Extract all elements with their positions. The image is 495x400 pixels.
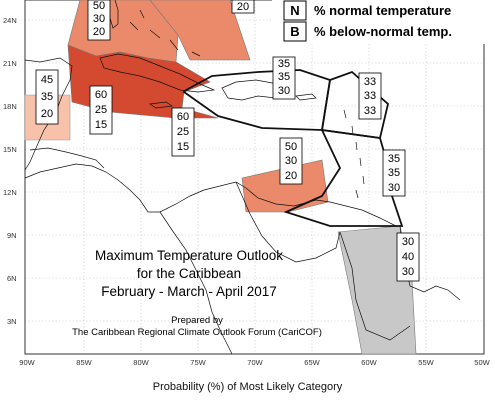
prob-box-guianas: 30 40 30	[396, 232, 420, 282]
prob-value: 33	[364, 105, 376, 117]
prob-box-central-america-north: 45 35 20	[35, 69, 59, 125]
prob-value: 60	[177, 111, 189, 123]
coastlines	[24, 0, 461, 355]
lat-label: 21N	[3, 59, 17, 68]
longitude-labels: 90W 85W 80W 75W 70W 65W 60W 55W 50W	[19, 358, 490, 367]
prob-box-leeward-islands: 33 33 33	[358, 72, 382, 120]
forecast-regions	[24, 0, 417, 355]
prob-value: 35	[278, 58, 290, 70]
lesser-antilles	[343, 109, 365, 199]
prob-box-greater-antilles-east: 35 35 30	[272, 56, 296, 100]
legend-text-normal: % normal temperature	[314, 3, 451, 18]
legend-key-normal: N	[290, 3, 299, 18]
footer-caption: Probability (%) of Most Likely Category	[152, 381, 343, 393]
prob-value: 40	[402, 251, 414, 263]
credit-line-1: Prepared by	[171, 315, 223, 326]
prob-value: 30	[402, 266, 414, 278]
lon-label: 80W	[133, 358, 149, 367]
prob-box-turks-caicos: 20	[231, 0, 255, 14]
title-line-1: Maximum Temperature Outlook	[95, 248, 283, 263]
lon-label: 85W	[76, 358, 92, 367]
prob-value: 20	[41, 108, 53, 120]
legend-key-normal-box	[283, 0, 307, 21]
zone-windward-islands	[283, 128, 404, 227]
lon-label: 55W	[418, 358, 434, 367]
lon-label: 75W	[190, 358, 206, 367]
prob-value: 30	[285, 155, 297, 167]
legend: N % normal temperature B % below-normal …	[272, 0, 495, 44]
lon-label: 90W	[19, 358, 35, 367]
puerto-rico-coast	[295, 93, 317, 101]
lat-label: 12N	[3, 188, 17, 197]
map-frame	[24, 0, 485, 355]
prob-value: 35	[41, 91, 53, 103]
title-line-2: for the Caribbean	[137, 266, 241, 281]
prob-box-southern-caribbean: 50 30 20	[279, 137, 303, 185]
colombia-interior	[159, 211, 233, 355]
prob-value: 20	[285, 170, 297, 182]
prob-value: 15	[177, 141, 189, 153]
prob-value: 25	[177, 126, 189, 138]
legend-text-below: % below-normal temp.	[314, 24, 452, 39]
prob-value: 30	[388, 182, 400, 194]
lat-label: 6N	[7, 274, 17, 283]
map-title: Maximum Temperature Outlook for the Cari…	[95, 248, 283, 299]
bahamas-islands	[129, 9, 201, 57]
prob-value: 15	[95, 119, 107, 131]
prob-value: 35	[388, 153, 400, 165]
prob-value: 50	[285, 141, 297, 153]
lon-label: 70W	[247, 358, 263, 367]
prob-box-jamaica-channel: 60 25 15	[171, 107, 195, 157]
prob-value: 35	[388, 167, 400, 179]
zone-greater-antilles-east	[182, 69, 332, 131]
prob-box-western-caribbean: 60 25 15	[89, 85, 113, 135]
prob-value: 33	[364, 76, 376, 88]
lat-label: 24N	[3, 16, 17, 25]
map-credit: Prepared by The Caribbean Regional Clima…	[72, 315, 322, 338]
prob-value: 60	[95, 89, 107, 101]
prob-value: 30	[93, 13, 105, 25]
region-turks-caicos-shading	[149, 0, 251, 61]
central-america-coast	[24, 163, 397, 227]
lat-label: 9N	[7, 231, 17, 240]
title-line-3: February - March - April 2017	[101, 284, 277, 299]
lat-label: 15N	[3, 145, 17, 154]
venezuela-border	[235, 181, 341, 263]
zone-outlines	[182, 69, 404, 227]
prob-value: 50	[93, 0, 105, 12]
legend-key-below: B	[290, 24, 299, 39]
belize-honduras-coast	[29, 147, 105, 169]
legend-key-below-box	[283, 21, 307, 42]
prob-value: 20	[93, 26, 105, 38]
credit-line-2: The Caribbean Regional Climate Outlook F…	[72, 327, 322, 338]
yucatan-coast	[24, 57, 73, 171]
prob-value: 33	[364, 90, 376, 102]
prob-value: 25	[95, 104, 107, 116]
zone-leeward-islands	[320, 70, 389, 140]
probability-boxes: 45 35 20 60 25 15 60 25 15 50 30 20 20	[35, 0, 420, 282]
lon-label: 60W	[361, 358, 377, 367]
guyana-border	[339, 231, 411, 341]
latitude-labels: 24N 21N 18N 15N 12N 9N 6N 3N	[3, 16, 17, 326]
cuba-coast	[99, 53, 216, 93]
prob-value: 30	[278, 85, 290, 97]
prob-value: 20	[237, 1, 249, 13]
prob-box-windward-islands: 35 35 30	[382, 149, 406, 197]
lat-label: 3N	[7, 317, 17, 326]
lat-label: 18N	[3, 102, 17, 111]
lon-label: 65W	[304, 358, 320, 367]
prob-value: 30	[402, 236, 414, 248]
region-southern-caribbean-shading	[241, 159, 329, 213]
prob-value: 35	[278, 71, 290, 83]
prob-value: 45	[41, 74, 53, 86]
jamaica-coast	[149, 101, 173, 109]
prob-box-bahamas: 50 30 20	[87, 0, 111, 41]
lon-label: 50W	[474, 358, 490, 367]
